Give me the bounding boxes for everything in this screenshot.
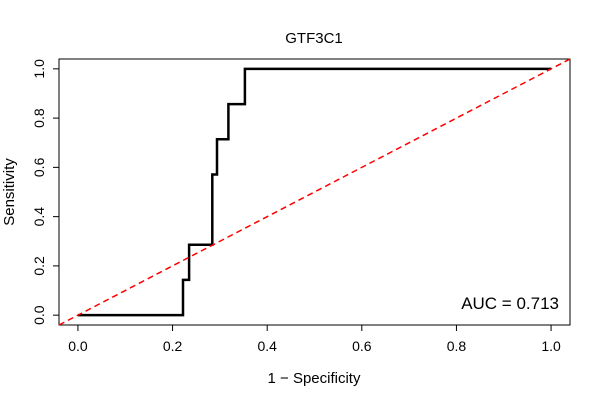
y-tick-label: 1.0 bbox=[31, 59, 47, 79]
series-layer bbox=[58, 58, 571, 326]
x-axis-label: 1 − Specificity bbox=[268, 370, 361, 387]
y-tick-label: 0.4 bbox=[31, 207, 47, 227]
x-tick-label: 0.2 bbox=[163, 338, 183, 354]
reference-diagonal-line bbox=[58, 58, 571, 326]
auc-annotation: AUC = 0.713 bbox=[461, 294, 559, 313]
x-tick-label: 0.4 bbox=[257, 338, 277, 354]
x-axis: 0.0 0.2 0.4 0.6 0.8 1.0 bbox=[68, 324, 561, 354]
x-tick-label: 0.6 bbox=[352, 338, 372, 354]
chart-title: GTF3C1 bbox=[285, 30, 343, 47]
x-tick-label: 0.0 bbox=[68, 338, 88, 354]
y-axis-label: Sensitivity bbox=[1, 158, 18, 226]
plot-frame bbox=[58, 58, 571, 326]
y-tick-label: 0.8 bbox=[31, 108, 47, 128]
x-tick-label: 0.8 bbox=[447, 338, 467, 354]
y-tick-label: 0.0 bbox=[31, 305, 47, 325]
y-tick-label: 0.2 bbox=[31, 256, 47, 276]
y-tick-label: 0.6 bbox=[31, 157, 47, 177]
roc-curve-line bbox=[77, 67, 552, 317]
y-axis: 0.0 0.2 0.4 0.6 0.8 1.0 bbox=[31, 59, 60, 325]
x-tick-label: 1.0 bbox=[541, 338, 561, 354]
